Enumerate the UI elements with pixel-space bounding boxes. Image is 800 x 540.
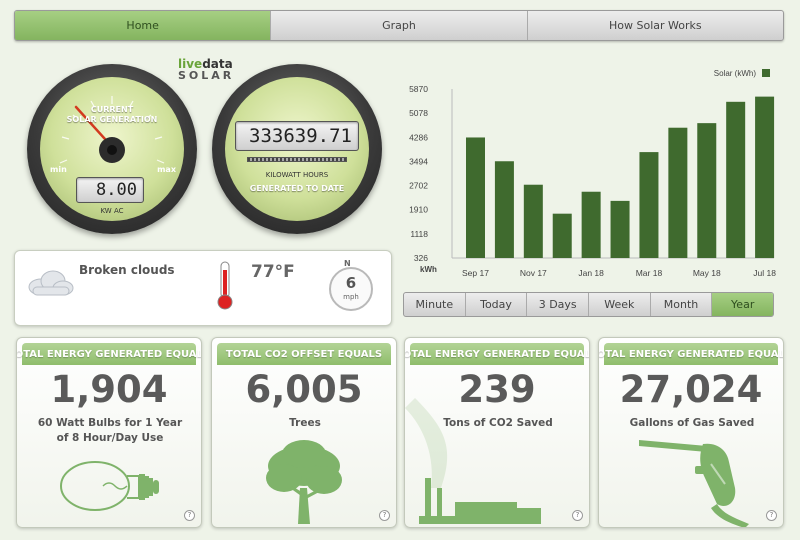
x-tick-label: May 18 (693, 268, 721, 278)
weather-panel: Broken clouds 77°F N 6 mph (14, 250, 392, 326)
card-value: 239 (458, 368, 536, 411)
tab-home[interactable]: Home (15, 11, 272, 40)
current-power-display: 8.00 (76, 177, 144, 203)
x-tick-label: Jan 18 (578, 268, 604, 278)
total-kwh-unit: KILOWATT HOURS (265, 171, 329, 179)
current-generation-gauge: CURRENT SOLAR GENERATION min max 8.00 KW… (27, 64, 197, 234)
current-power-unit: KW AC (100, 207, 124, 215)
y-tick-label: 4286 (409, 132, 428, 142)
stat-card-co2: TOTAL ENERGY GENERATED EQUALS 239 Tons o… (404, 337, 590, 528)
total-kwh-caption: GENERATED TO DATE (249, 184, 345, 193)
gauge-max-label: max (157, 165, 176, 174)
temperature: 77°F (251, 262, 295, 282)
card-value: 6,005 (245, 368, 363, 411)
chart-bar (552, 213, 572, 258)
tab-how-solar-works[interactable]: How Solar Works (609, 19, 702, 32)
chart-bar (639, 152, 659, 258)
solar-bar-chart: 326 1118 1910 2702 3494 4286 5078 5870 kWh Sep 17… (409, 69, 776, 278)
chart-bar (610, 200, 630, 258)
card-header: TOTAL ENERGY GENERATED EQUALS (599, 343, 783, 365)
x-tick-label: Nov 17 (520, 268, 547, 278)
tree-icon (266, 440, 342, 524)
tab-graph[interactable]: Graph (271, 11, 528, 40)
total-kwh-progress (247, 157, 347, 162)
chart-bar (466, 137, 485, 258)
chart-bar (755, 96, 775, 258)
factory-icon (405, 398, 541, 524)
gas-nozzle-icon (639, 440, 749, 527)
weather-condition: Broken clouds (79, 263, 175, 277)
stat-card-trees: TOTAL CO2 OFFSET EQUALS 6,005 Trees ? (211, 337, 397, 528)
help-icon[interactable]: ? (184, 510, 195, 521)
card-description: Gallons of Gas Saved (629, 417, 755, 429)
period-selector: Minute Today 3 Days Week Month Year (403, 292, 774, 317)
wind-direction: N (344, 259, 351, 268)
card-value: 1,904 (50, 368, 168, 411)
period-3-days[interactable]: 3 Days (527, 293, 590, 316)
gauge-title: CURRENT SOLAR GENERATION (66, 105, 158, 124)
period-minute[interactable]: Minute (404, 293, 466, 316)
cloud-icon (28, 270, 74, 296)
x-tick-label: Mar 18 (636, 268, 663, 278)
wind-speed-dial: 6 mph (329, 267, 373, 311)
gauge-dial-ticks (59, 96, 165, 164)
x-tick-label: Jul 18 (753, 268, 776, 278)
chart-bar (697, 123, 717, 258)
y-tick-label: 1910 (409, 205, 428, 215)
chart-bar (494, 161, 514, 258)
y-axis-label: kWh (420, 265, 437, 274)
gauge-min-label: min (50, 165, 67, 174)
wind-unit: mph (343, 293, 359, 301)
stat-card-gas: TOTAL ENERGY GENERATED EQUALS 27,024 Gal… (598, 337, 784, 528)
card-description: 60 Watt Bulbs for 1 Year of 8 Hour/Day U… (37, 417, 183, 444)
help-icon[interactable]: ? (572, 510, 583, 521)
wind-speed: 6 (345, 274, 357, 292)
y-tick-label: 1118 (410, 229, 428, 239)
card-description: Trees (289, 417, 321, 429)
period-week[interactable]: Week (589, 293, 651, 316)
chart-bar (581, 191, 601, 258)
period-today[interactable]: Today (466, 293, 528, 316)
period-month[interactable]: Month (651, 293, 713, 316)
live-data-solar-logo: livedata SOLAR (178, 57, 235, 82)
chart-bar (668, 127, 688, 258)
card-description: Tons of CO2 Saved (443, 417, 553, 429)
card-header: TOTAL ENERGY GENERATED EQUALS (405, 343, 589, 365)
lightbulb-icon (60, 461, 159, 511)
y-tick-label: 3494 (409, 156, 428, 166)
y-tick-label: 326 (414, 253, 428, 263)
total-kwh-display: 333639.71 (235, 121, 359, 151)
card-header: TOTAL CO2 OFFSET EQUALS (217, 343, 391, 365)
period-year[interactable]: Year (712, 293, 773, 316)
legend-swatch (762, 69, 770, 77)
chart-bar (726, 101, 746, 258)
x-tick-label: Sep 17 (462, 268, 489, 278)
legend-label: Solar (kWh) (714, 69, 757, 78)
help-icon[interactable]: ? (766, 510, 777, 521)
y-tick-label: 5870 (409, 84, 428, 94)
y-tick-label: 5078 (409, 108, 428, 118)
card-header: TOTAL ENERGY GENERATED EQUALS (17, 343, 201, 365)
chart-bar (523, 184, 543, 258)
card-value: 27,024 (619, 368, 763, 411)
solar-chart: 326 1118 1910 2702 3494 4286 5078 5870 kWh Sep 17… (400, 56, 784, 288)
thermometer-icon (217, 261, 233, 310)
stat-card-bulbs: TOTAL ENERGY GENERATED EQUALS 1,904 60 W… (16, 337, 202, 528)
main-nav: Home Graph How Solar Works (14, 10, 784, 41)
help-icon[interactable]: ? (379, 510, 390, 521)
total-generated-gauge: 333639.71 KILOWATT HOURS GENERATED TO DA… (212, 64, 382, 234)
y-tick-label: 2702 (409, 181, 428, 191)
